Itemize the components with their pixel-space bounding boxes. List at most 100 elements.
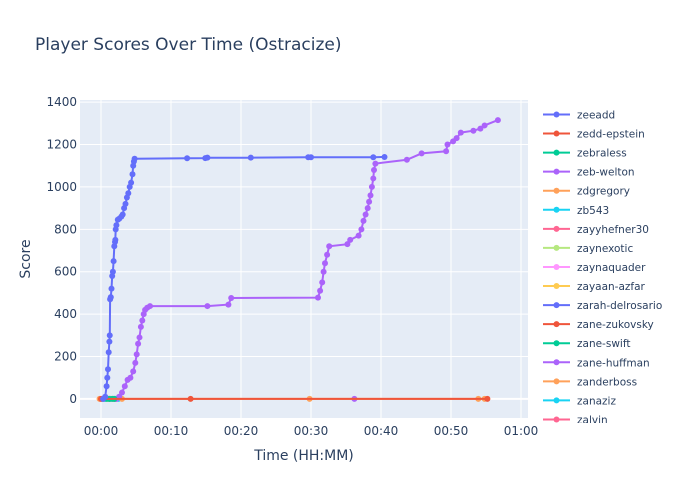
legend-label: zane-zukovsky xyxy=(577,319,654,331)
legend-swatch-marker xyxy=(553,302,560,309)
data-point xyxy=(484,395,491,402)
legend-item[interactable]: zane-huffman xyxy=(543,357,650,369)
y-tick-label: 0 xyxy=(69,392,77,406)
y-tick-label: 1200 xyxy=(46,138,77,152)
data-point xyxy=(481,122,488,129)
data-point xyxy=(381,154,388,161)
legend-label: zdgregory xyxy=(577,186,630,198)
y-tick-label: 600 xyxy=(54,265,77,279)
x-tick-label: 01:00 xyxy=(504,424,539,438)
legend-swatch-marker xyxy=(553,149,560,156)
data-point xyxy=(106,338,113,345)
legend-swatch-marker xyxy=(553,111,560,118)
x-axis-ticks: 00:00 00:10 00:20 00:30 00:40 00:50 01:00 xyxy=(84,424,539,438)
data-point xyxy=(347,236,354,243)
data-point xyxy=(131,155,138,162)
data-point xyxy=(494,117,501,124)
data-point xyxy=(362,211,369,218)
legend-item[interactable]: zaynaquader xyxy=(543,262,646,274)
x-axis-title: Time (HH:MM) xyxy=(253,448,354,464)
data-point xyxy=(128,179,135,186)
legend-item[interactable]: zarah-delrosario xyxy=(543,300,662,312)
data-point xyxy=(127,374,134,381)
data-point xyxy=(308,154,314,161)
legend-item[interactable]: zane-swift xyxy=(543,338,630,350)
data-point xyxy=(470,127,477,134)
legend-item[interactable]: zebraless xyxy=(543,148,627,160)
x-tick-label: 00:50 xyxy=(434,424,469,438)
data-point xyxy=(403,156,410,163)
data-point xyxy=(129,171,136,178)
data-point xyxy=(147,303,153,310)
legend-label: zalvin xyxy=(577,414,608,426)
legend-label: zaynexotic xyxy=(577,243,633,255)
legend-item[interactable]: zalvin xyxy=(543,414,608,426)
y-tick-label: 200 xyxy=(54,350,77,364)
data-point xyxy=(104,374,111,381)
legend-item[interactable]: zayaan-azfar xyxy=(543,281,646,293)
data-point xyxy=(112,236,119,243)
legend-item[interactable]: zb543 xyxy=(543,205,609,217)
legend-item[interactable]: zeb-welton xyxy=(543,167,635,179)
data-point xyxy=(443,148,450,155)
legend-item[interactable]: zdgregory xyxy=(543,186,630,198)
data-point xyxy=(109,268,116,275)
x-tick-label: 00:40 xyxy=(364,424,399,438)
x-tick-label: 00:30 xyxy=(294,424,329,438)
legend-label: zanaziz xyxy=(577,395,616,407)
legend-swatch-marker xyxy=(553,225,560,232)
legend-item[interactable]: zane-zukovsky xyxy=(543,319,654,331)
data-point xyxy=(119,389,125,396)
legend-swatch-marker xyxy=(553,283,560,290)
y-axis-title: Score xyxy=(18,239,34,278)
data-point xyxy=(204,303,211,310)
legend-label: zebraless xyxy=(577,148,627,160)
grid xyxy=(80,100,528,418)
data-point xyxy=(320,268,327,275)
legend-label: zayyhefner30 xyxy=(577,224,649,236)
legend-item[interactable]: zayyhefner30 xyxy=(543,224,649,236)
legend-label: zanderboss xyxy=(577,376,637,388)
legend-label: zeeadd xyxy=(577,110,615,122)
data-point xyxy=(107,294,114,301)
data-point xyxy=(137,323,144,330)
series-layer xyxy=(96,117,501,402)
data-point xyxy=(368,183,375,190)
legend-swatch-marker xyxy=(553,378,560,385)
x-tick-label: 00:20 xyxy=(224,424,259,438)
data-point xyxy=(130,368,137,375)
y-tick-label: 400 xyxy=(54,307,77,321)
legend-swatch-marker xyxy=(553,321,560,328)
data-point xyxy=(225,301,232,308)
legend-swatch-marker xyxy=(553,263,560,270)
data-point xyxy=(133,351,140,358)
data-point xyxy=(125,190,132,197)
legend-item[interactable]: zanderboss xyxy=(543,376,637,388)
data-point xyxy=(132,359,139,366)
y-tick-label: 1400 xyxy=(46,95,77,109)
data-point xyxy=(326,243,333,250)
legend-label: zarah-delrosario xyxy=(577,300,662,312)
data-point xyxy=(187,395,194,402)
legend[interactable]: zeeadd zedd-epstein zebraless zeb-welton zdg… xyxy=(543,110,662,427)
y-tick-label: 800 xyxy=(54,222,77,236)
data-point xyxy=(457,129,464,136)
data-point xyxy=(418,150,425,157)
data-point xyxy=(108,285,115,292)
legend-swatch-marker xyxy=(553,130,560,137)
legend-label: zane-huffman xyxy=(577,357,650,369)
chart-title: Player Scores Over Time (Ostracize) xyxy=(35,35,342,55)
data-point xyxy=(315,294,321,301)
series-zeb-welton xyxy=(113,117,501,402)
data-point xyxy=(119,211,126,218)
data-point xyxy=(184,155,191,162)
legend-item[interactable]: zanaziz xyxy=(543,395,616,407)
legend-item[interactable]: zedd-epstein xyxy=(543,129,645,141)
data-point xyxy=(121,383,128,390)
data-point xyxy=(113,222,120,229)
legend-swatch-marker xyxy=(553,416,560,423)
legend-item[interactable]: zeeadd xyxy=(543,110,615,122)
legend-item[interactable]: zaynexotic xyxy=(543,243,633,255)
plot-background xyxy=(80,100,528,418)
